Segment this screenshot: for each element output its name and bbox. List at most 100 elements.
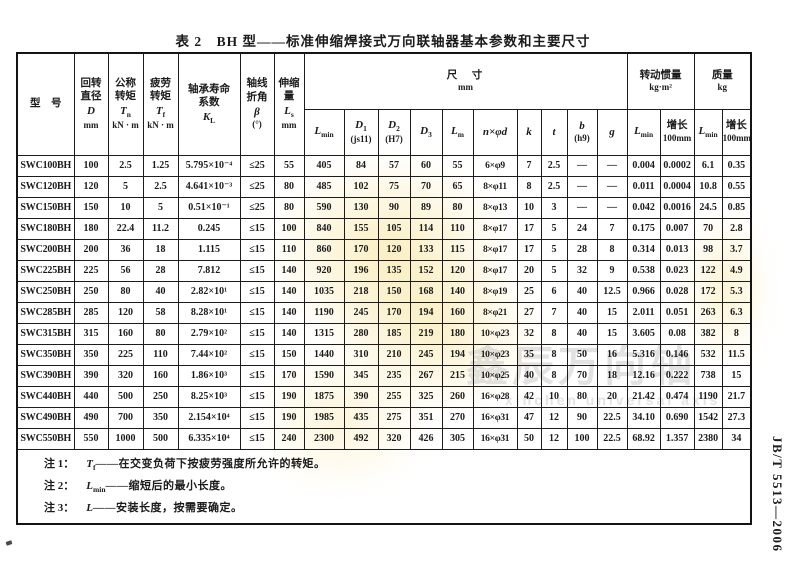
value-cell: 122 [693, 259, 723, 282]
table-row: SWC490BH 490 700 350 2.154×10⁴ ≤15 190 1985 435 2… [16, 406, 752, 429]
value-cell: 130 [343, 196, 379, 219]
value-cell: ≤15 [239, 322, 275, 345]
value-cell: 140 [273, 322, 305, 345]
value-cell: 245 [409, 343, 443, 366]
value-cell: 310 [343, 343, 379, 366]
value-cell: 65 [441, 175, 474, 198]
value-cell: 0.004 [626, 154, 661, 177]
value-cell: 8 [721, 322, 752, 345]
value-cell: 6.3 [721, 301, 752, 324]
value-cell: 0.314 [626, 238, 661, 261]
value-cell: ≤15 [239, 259, 275, 282]
value-cell: 55 [441, 154, 474, 177]
subheader-mass-lmin: Lmin [693, 108, 723, 156]
value-cell: 140 [273, 301, 305, 324]
value-cell: 100 [273, 217, 305, 240]
value-cell: 700 [107, 406, 144, 429]
value-cell: ≤15 [239, 343, 275, 366]
value-cell: 102 [343, 175, 379, 198]
table-row: SWC550BH 550 1000 500 6.335×10⁴ ≤15 240 2300 492… [16, 427, 752, 450]
value-cell: 25 [516, 280, 542, 303]
value-cell: 270 [441, 406, 474, 429]
value-cell: 0.55 [721, 175, 752, 198]
value-cell: 1.86×10³ [177, 364, 241, 387]
value-cell: 225 [107, 343, 144, 366]
subheader-k: k [516, 108, 542, 156]
value-cell: ≤15 [239, 301, 275, 324]
value-cell: 320 [377, 427, 411, 450]
table-row: SWC350BH 350 225 110 7.44×10² ≤15 150 1440 310 21… [16, 343, 752, 366]
value-cell: 215 [441, 364, 474, 387]
value-cell: 1.357 [659, 427, 695, 450]
value-cell: 89 [409, 196, 443, 219]
value-cell: 68.92 [626, 427, 661, 450]
value-cell: 40 [566, 322, 598, 345]
value-cell: 7 [540, 301, 568, 324]
value-cell: 8×φ19 [472, 280, 518, 303]
value-cell: 16×φ31 [472, 406, 518, 429]
table-row: SWC225BH 225 56 28 7.812 ≤15 140 920 196 135 152 12… [16, 259, 752, 282]
scan-speck [5, 540, 13, 546]
value-cell: 58 [142, 301, 179, 324]
value-cell: 492 [343, 427, 379, 450]
value-cell: ≤25 [239, 175, 275, 198]
value-cell: 80 [441, 196, 474, 219]
value-cell: 7 [516, 154, 542, 177]
value-cell: 80 [142, 322, 179, 345]
value-cell: 0.538 [626, 259, 661, 282]
value-cell: 27 [516, 301, 542, 324]
value-cell: 16 [596, 343, 628, 366]
value-cell: 10 [516, 196, 542, 219]
value-cell: 440 [73, 385, 109, 408]
value-cell: 2.5 [107, 154, 144, 177]
col-header-model: 型 号 [16, 52, 75, 156]
value-cell: 110 [273, 238, 305, 261]
value-cell: 2.5 [142, 175, 179, 198]
value-cell: 1542 [693, 406, 723, 429]
value-cell: 532 [693, 343, 723, 366]
value-cell: 56 [107, 259, 144, 282]
table-row: SWC440BH 440 500 250 8.25×10³ ≤15 190 1875 390 25… [16, 385, 752, 408]
value-cell: 80 [273, 196, 305, 219]
value-cell: 34 [721, 427, 752, 450]
value-cell: — [566, 175, 598, 198]
model-cell: SWC285BH [16, 301, 75, 324]
value-cell: 32 [516, 322, 542, 345]
value-cell: 160 [441, 301, 474, 324]
value-cell: — [596, 154, 628, 177]
value-cell: 40 [142, 280, 179, 303]
value-cell: 285 [73, 301, 109, 324]
value-cell: 140 [273, 259, 305, 282]
subheader-lmin: Lmin [303, 108, 345, 156]
value-cell: ≤15 [239, 238, 275, 261]
value-cell: 325 [409, 385, 443, 408]
value-cell: 80 [107, 280, 144, 303]
value-cell: 0.007 [659, 217, 695, 240]
value-cell: 0.474 [659, 385, 695, 408]
value-cell: 2.8 [721, 217, 752, 240]
value-cell: 36 [107, 238, 144, 261]
value-cell: 225 [73, 259, 109, 282]
value-cell: 0.966 [626, 280, 661, 303]
value-cell: 320 [107, 364, 144, 387]
value-cell: ≤15 [239, 406, 275, 429]
value-cell: 84 [343, 154, 379, 177]
value-cell: 260 [441, 385, 474, 408]
value-cell: 0.08 [659, 322, 695, 345]
value-cell: 160 [142, 364, 179, 387]
value-cell: 255 [377, 385, 411, 408]
value-cell: 8 [540, 322, 568, 345]
value-cell: 3.605 [626, 322, 661, 345]
model-cell: SWC490BH [16, 406, 75, 429]
value-cell: 390 [73, 364, 109, 387]
value-cell: 5.795×10⁻⁴ [177, 154, 241, 177]
value-cell: 105 [377, 217, 411, 240]
standard-number-vertical: JB/T 5513—2006 [770, 436, 785, 553]
parameters-table: 型 号 回转 直径 D mm 公称 转矩 Tn kN · m 疲劳 转矩 Tf … [16, 52, 753, 525]
value-cell: 500 [142, 427, 179, 450]
value-cell: ≤25 [239, 154, 275, 177]
value-cell: 0.0004 [659, 175, 695, 198]
value-cell: 120 [107, 301, 144, 324]
value-cell: 590 [303, 196, 345, 219]
value-cell: 170 [273, 364, 305, 387]
